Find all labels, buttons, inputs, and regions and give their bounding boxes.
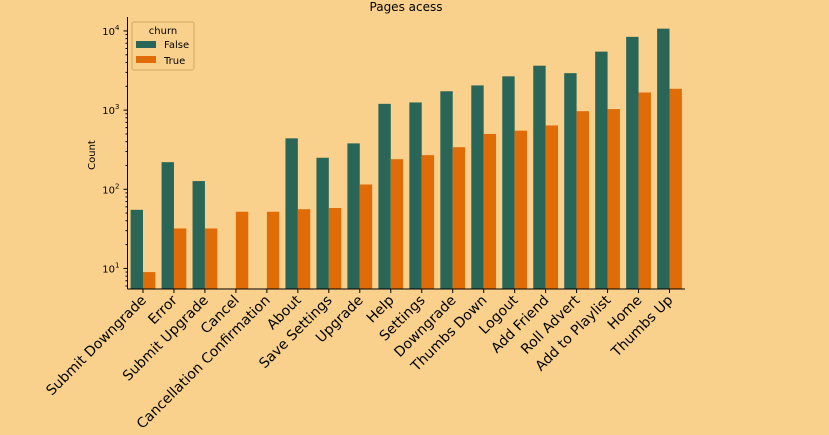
bar-true-3 xyxy=(235,211,249,289)
bar-true-13 xyxy=(545,125,559,289)
bar-true-16 xyxy=(638,92,651,289)
bars-group xyxy=(130,28,682,290)
y-tick-label-1: 102 xyxy=(102,182,119,196)
bar-true-17 xyxy=(669,88,682,290)
y-tick-label-2: 103 xyxy=(102,103,119,117)
bar-false-13 xyxy=(533,65,546,289)
bar-false-7 xyxy=(347,143,360,289)
y-tick-label-0: 101 xyxy=(102,261,119,275)
bar-true-11 xyxy=(483,133,497,289)
x-tick-label-0: Submit Downgrade xyxy=(43,293,149,399)
bar-true-15 xyxy=(607,109,620,289)
bar-true-5 xyxy=(297,209,311,289)
legend-title: churn xyxy=(149,26,177,37)
bar-false-8 xyxy=(378,103,391,289)
legend: churn False True xyxy=(131,21,195,71)
bar-false-12 xyxy=(502,76,515,289)
bar-true-1 xyxy=(173,228,187,289)
bar-false-14 xyxy=(564,73,577,290)
bar-true-0 xyxy=(142,272,156,289)
y-axis-ticks: 101 102 103 104 xyxy=(102,24,128,287)
bar-true-14 xyxy=(576,111,589,289)
bar-false-17 xyxy=(657,28,670,290)
legend-label-true: True xyxy=(163,56,185,67)
bar-false-5 xyxy=(285,138,298,289)
bar-true-8 xyxy=(390,159,404,289)
bar-true-9 xyxy=(421,155,435,289)
bar-false-9 xyxy=(409,102,422,289)
y-axis-label: Count xyxy=(87,140,98,170)
bar-false-15 xyxy=(595,51,608,290)
bar-true-4 xyxy=(266,211,280,289)
bar-false-6 xyxy=(316,157,329,289)
bar-false-16 xyxy=(626,36,639,289)
bar-true-12 xyxy=(514,130,528,289)
bar-true-7 xyxy=(359,184,373,289)
bar-false-0 xyxy=(130,209,143,289)
legend-swatch-true xyxy=(136,56,156,63)
bar-false-10 xyxy=(440,91,453,289)
bar-false-11 xyxy=(471,85,484,290)
bar-true-2 xyxy=(204,228,218,289)
bar-true-6 xyxy=(328,208,342,289)
y-tick-label-3: 104 xyxy=(102,24,120,38)
bar-true-10 xyxy=(452,147,466,289)
legend-swatch-false xyxy=(136,41,156,48)
bar-false-1 xyxy=(161,162,174,289)
chart-title: Pages acess xyxy=(370,0,443,14)
bar-false-2 xyxy=(192,181,205,289)
legend-label-false: False xyxy=(164,40,189,51)
